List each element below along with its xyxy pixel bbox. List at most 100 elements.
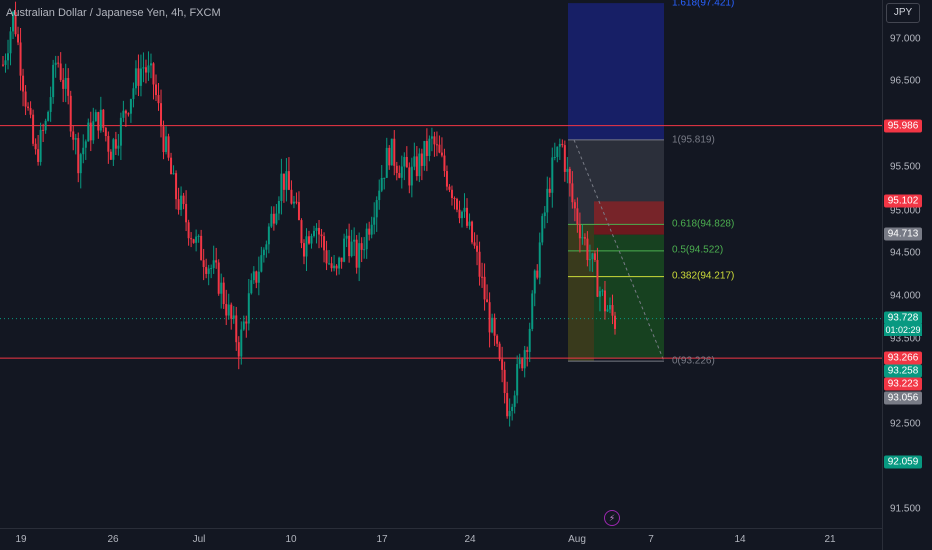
candle-body [67, 77, 70, 96]
candle-body [12, 12, 15, 32]
candle-body [49, 97, 52, 112]
candle-body [486, 299, 489, 303]
candle-body [523, 350, 526, 369]
candle-body [315, 227, 318, 231]
candle-body [491, 317, 494, 333]
candle-body [603, 290, 606, 312]
currency-button[interactable]: JPY [886, 3, 920, 23]
candle-body [343, 238, 346, 262]
fib-label-1: 1(95.819) [672, 134, 715, 146]
candle-body [548, 188, 551, 193]
candle-body [413, 156, 416, 167]
candle-body [109, 151, 112, 160]
fib-label-0: 0(93.226) [672, 355, 715, 367]
lightning-icon[interactable]: ⚡ [604, 510, 620, 526]
candle-body [139, 68, 142, 86]
candle-body [177, 199, 180, 210]
candle-body [614, 315, 616, 329]
candle-body [435, 144, 438, 146]
candle-body [310, 235, 313, 244]
bar-countdown: 01:02:29 [884, 324, 922, 336]
candle-body [195, 236, 198, 243]
candle-body [119, 117, 122, 146]
candle-body [44, 120, 47, 131]
candle-body [598, 291, 601, 297]
candle-body [99, 109, 102, 131]
candle-body [561, 143, 564, 146]
candle-body [175, 173, 178, 200]
price-axis[interactable] [882, 0, 932, 550]
candle-body [551, 157, 554, 193]
candle-body [558, 143, 561, 147]
fib-label-0382: 0.382(94.217) [672, 270, 735, 282]
candle-body [388, 147, 391, 166]
candle-body [323, 236, 326, 251]
candle-body [197, 235, 200, 237]
candle-body [9, 31, 12, 54]
candle-body [466, 207, 469, 226]
candle-body [543, 212, 546, 217]
candle-body [501, 359, 504, 370]
candle-body [79, 154, 82, 174]
candle-body [217, 262, 220, 294]
candle-body [516, 364, 519, 396]
candle-body [300, 220, 303, 244]
candle-body [275, 213, 278, 224]
price-tag-entry: 94.713 [884, 227, 922, 241]
candle-body [498, 343, 501, 360]
candle-body [405, 156, 408, 168]
candle-body [265, 244, 268, 250]
candle-body [302, 243, 305, 257]
candle-body [182, 195, 185, 204]
price-tag-support: 93.266 [884, 351, 922, 365]
candle-body [212, 260, 215, 269]
candle-body [463, 207, 466, 212]
candle-body [318, 227, 321, 235]
candle-body [270, 213, 273, 227]
price-tick: 95.000 [890, 205, 921, 217]
candle-body [187, 222, 190, 239]
candle-body [566, 168, 569, 172]
candle-body [313, 230, 316, 236]
candle-body [353, 239, 356, 242]
candle-body [325, 250, 328, 264]
candle-body [420, 153, 423, 166]
candle-body [593, 253, 596, 261]
candle-body [22, 75, 25, 92]
candle-body [94, 112, 97, 122]
time-label: Aug [568, 534, 586, 545]
candle-body [104, 127, 107, 137]
candle-body [192, 239, 195, 243]
time-label: 26 [107, 534, 119, 545]
candle-body [425, 140, 428, 156]
price-tick: 95.500 [890, 161, 921, 173]
candle-body [165, 136, 168, 153]
candle-body [611, 305, 614, 316]
candle-body [19, 42, 22, 76]
stop-loss-zone [594, 201, 664, 235]
candle-body [528, 328, 531, 352]
candle-body [338, 257, 341, 269]
candle-body [280, 173, 283, 201]
candle-body [541, 216, 544, 243]
candle-body [245, 321, 248, 324]
candle-body [328, 263, 331, 265]
candle-body [210, 268, 213, 270]
candle-body [320, 234, 323, 237]
candle-body [207, 268, 210, 274]
candle-body [360, 243, 363, 250]
candle-body [232, 315, 235, 319]
price-tick: 91.500 [890, 503, 921, 515]
candle-body [576, 208, 579, 225]
time-label: 17 [376, 534, 388, 545]
candle-body [438, 144, 441, 153]
candle-body [149, 63, 152, 66]
candle-body [84, 141, 87, 148]
time-axis[interactable] [0, 528, 882, 550]
candle-body [533, 270, 536, 294]
candle-body [518, 359, 521, 365]
candle-body [521, 359, 524, 369]
fib-label-0618: 0.618(94.828) [672, 218, 735, 230]
